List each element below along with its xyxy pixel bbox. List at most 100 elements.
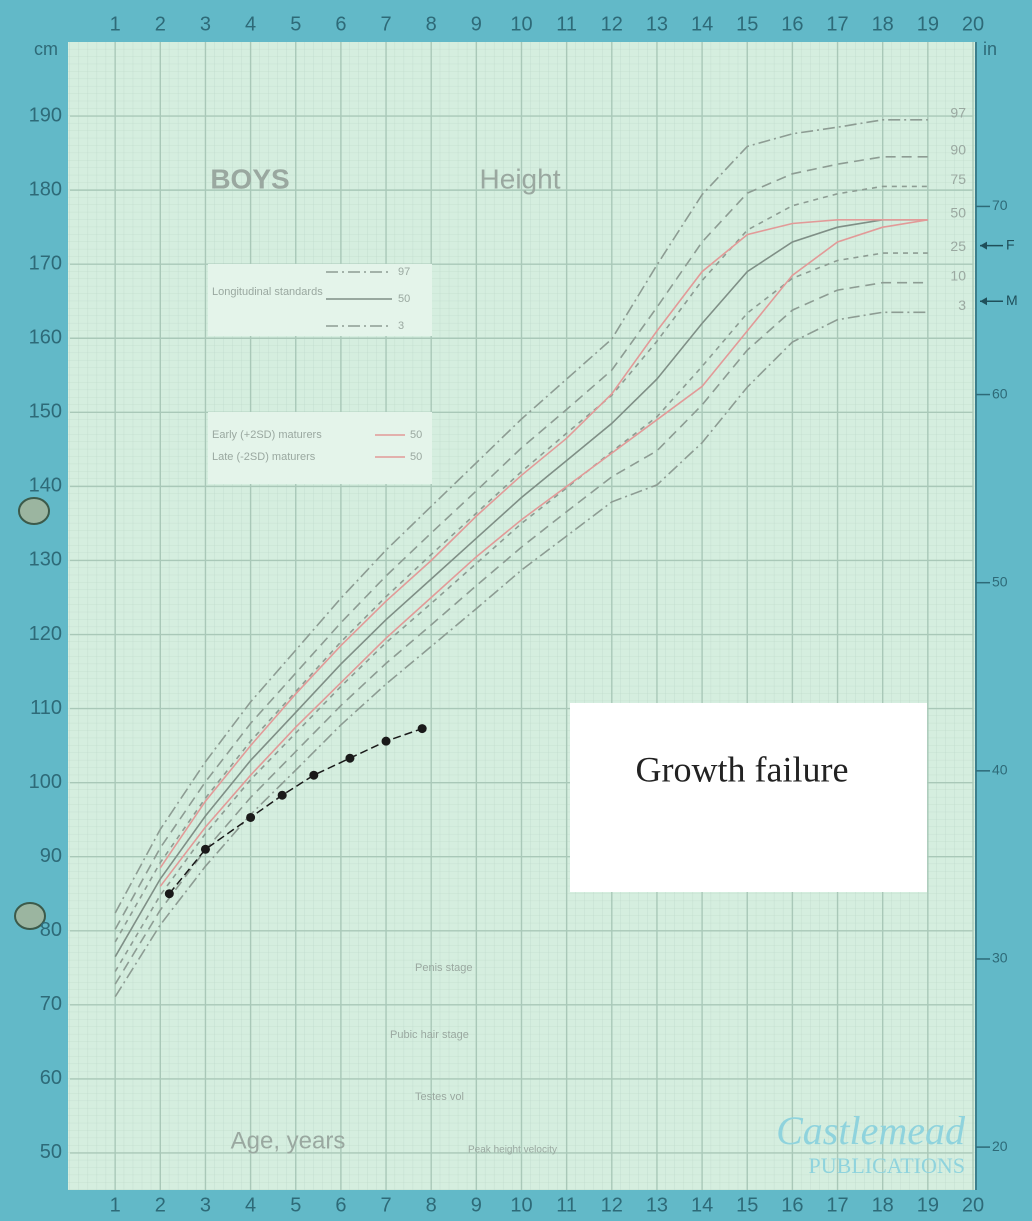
patient-point — [246, 812, 256, 822]
punch-hole — [18, 497, 50, 525]
annotation-box — [570, 703, 927, 892]
patient-point — [277, 790, 287, 800]
stage-label: Peak height velocity — [468, 1145, 557, 1156]
x-tick-label: 17 — [826, 1194, 848, 1216]
x-tick-label: 14 — [691, 1194, 713, 1216]
x-tick-label: 19 — [917, 13, 939, 35]
legend-title: Longitudinal standards — [212, 286, 323, 298]
x-tick-label: 4 — [245, 1194, 256, 1216]
stage-label: Testes vol — [415, 1091, 464, 1103]
publisher: PUBLICATIONS — [809, 1153, 965, 1178]
x-tick-label: 11 — [556, 13, 577, 35]
y-tick-label: 150 — [29, 401, 62, 423]
x-tick-label: 1 — [110, 13, 121, 35]
legend-label: 3 — [398, 320, 404, 332]
x-tick-label: 10 — [510, 13, 532, 35]
x-tick-label: 10 — [510, 1194, 532, 1216]
publisher: Castlemead — [776, 1108, 966, 1153]
x-tick-label: 18 — [872, 13, 894, 35]
x-tick-label: 13 — [646, 13, 668, 35]
x-tick-label: 8 — [426, 13, 437, 35]
series-label: 3 — [958, 297, 966, 313]
y-tick-label: 130 — [29, 549, 62, 571]
title: Height — [480, 163, 561, 194]
legend-label: Early (+2SD) maturers — [212, 429, 322, 441]
grid — [70, 42, 974, 1190]
x-tick-label: 2 — [155, 13, 166, 35]
y-tick-label: 180 — [29, 178, 62, 200]
legend-label: 50 — [410, 429, 422, 441]
x-tick-label: 8 — [426, 1194, 437, 1216]
x-tick-label: 3 — [200, 13, 211, 35]
x-tick-label: 7 — [380, 13, 391, 35]
x-tick-label: 9 — [471, 13, 482, 35]
series-label: 50 — [950, 204, 966, 220]
patient-point — [417, 724, 427, 734]
y-tick-label: 110 — [30, 697, 62, 719]
x-tick-label: 1 — [110, 1194, 121, 1216]
y2-tick-label: 40 — [992, 762, 1008, 778]
x-tick-label: 2 — [155, 1194, 166, 1216]
y-axis-label: cm — [34, 39, 58, 59]
x-tick-label: 5 — [290, 1194, 301, 1216]
x-tick-label: 12 — [601, 1194, 623, 1216]
parent-label: M — [1006, 292, 1018, 308]
patient-point — [309, 770, 319, 780]
patient-point — [200, 844, 210, 854]
x-tick-label: 7 — [380, 1194, 391, 1216]
subtitle: BOYS — [210, 163, 289, 194]
series-label: 25 — [950, 238, 966, 254]
x-axis-label: Age, years — [231, 1127, 346, 1154]
x-tick-label: 6 — [335, 1194, 346, 1216]
legend-label: 50 — [398, 293, 410, 305]
y-tick-label: 80 — [40, 919, 62, 941]
x-tick-label: 13 — [646, 1194, 668, 1216]
x-tick-label: 14 — [691, 13, 713, 35]
x-tick-label: 19 — [917, 1194, 939, 1216]
x-tick-label: 12 — [601, 13, 623, 35]
x-tick-label: 16 — [781, 1194, 803, 1216]
legend-label: 50 — [410, 451, 422, 463]
x-tick-label: 20 — [962, 1194, 984, 1216]
y2-axis-label: in — [983, 39, 997, 59]
parent-label: F — [1006, 236, 1015, 252]
series-label: 90 — [950, 142, 966, 158]
x-tick-label: 15 — [736, 1194, 758, 1216]
series-label: 97 — [950, 104, 966, 120]
y2-tick-label: 50 — [992, 573, 1008, 589]
legend-label: 97 — [398, 266, 410, 278]
x-tick-label: 18 — [872, 1194, 894, 1216]
percentile-line — [114, 119, 928, 914]
x-tick-label: 3 — [200, 1194, 211, 1216]
y-tick-label: 70 — [40, 993, 62, 1015]
x-tick-label: 17 — [826, 13, 848, 35]
punch-hole — [14, 902, 46, 930]
y-tick-label: 140 — [29, 475, 62, 497]
patient-line — [168, 727, 423, 895]
y-tick-label: 120 — [29, 623, 62, 645]
percentile-line — [159, 219, 928, 887]
arrow-head — [980, 297, 987, 306]
x-tick-label: 5 — [290, 13, 301, 35]
stage-label: Penis stage — [415, 962, 472, 974]
series-label: 75 — [950, 171, 966, 187]
arrow-head — [980, 241, 987, 250]
y2-tick-label: 30 — [992, 950, 1008, 966]
x-tick-label: 9 — [471, 1194, 482, 1216]
y2-tick-label: 60 — [992, 385, 1008, 401]
percentile-line — [114, 281, 928, 985]
y2-tick-label: 70 — [992, 197, 1008, 213]
patient-point — [164, 889, 174, 899]
percentile-line — [114, 156, 928, 930]
series-label: 10 — [950, 267, 966, 283]
annotation: Growth failure — [636, 749, 849, 789]
y-tick-label: 90 — [40, 845, 62, 867]
percentile-line — [159, 219, 928, 869]
y2-tick-label: 20 — [992, 1138, 1008, 1154]
y-tick-label: 50 — [40, 1141, 62, 1163]
patient-point — [381, 736, 391, 746]
x-tick-label: 4 — [245, 13, 256, 35]
y-tick-label: 160 — [29, 327, 62, 349]
legend-box — [208, 264, 432, 336]
